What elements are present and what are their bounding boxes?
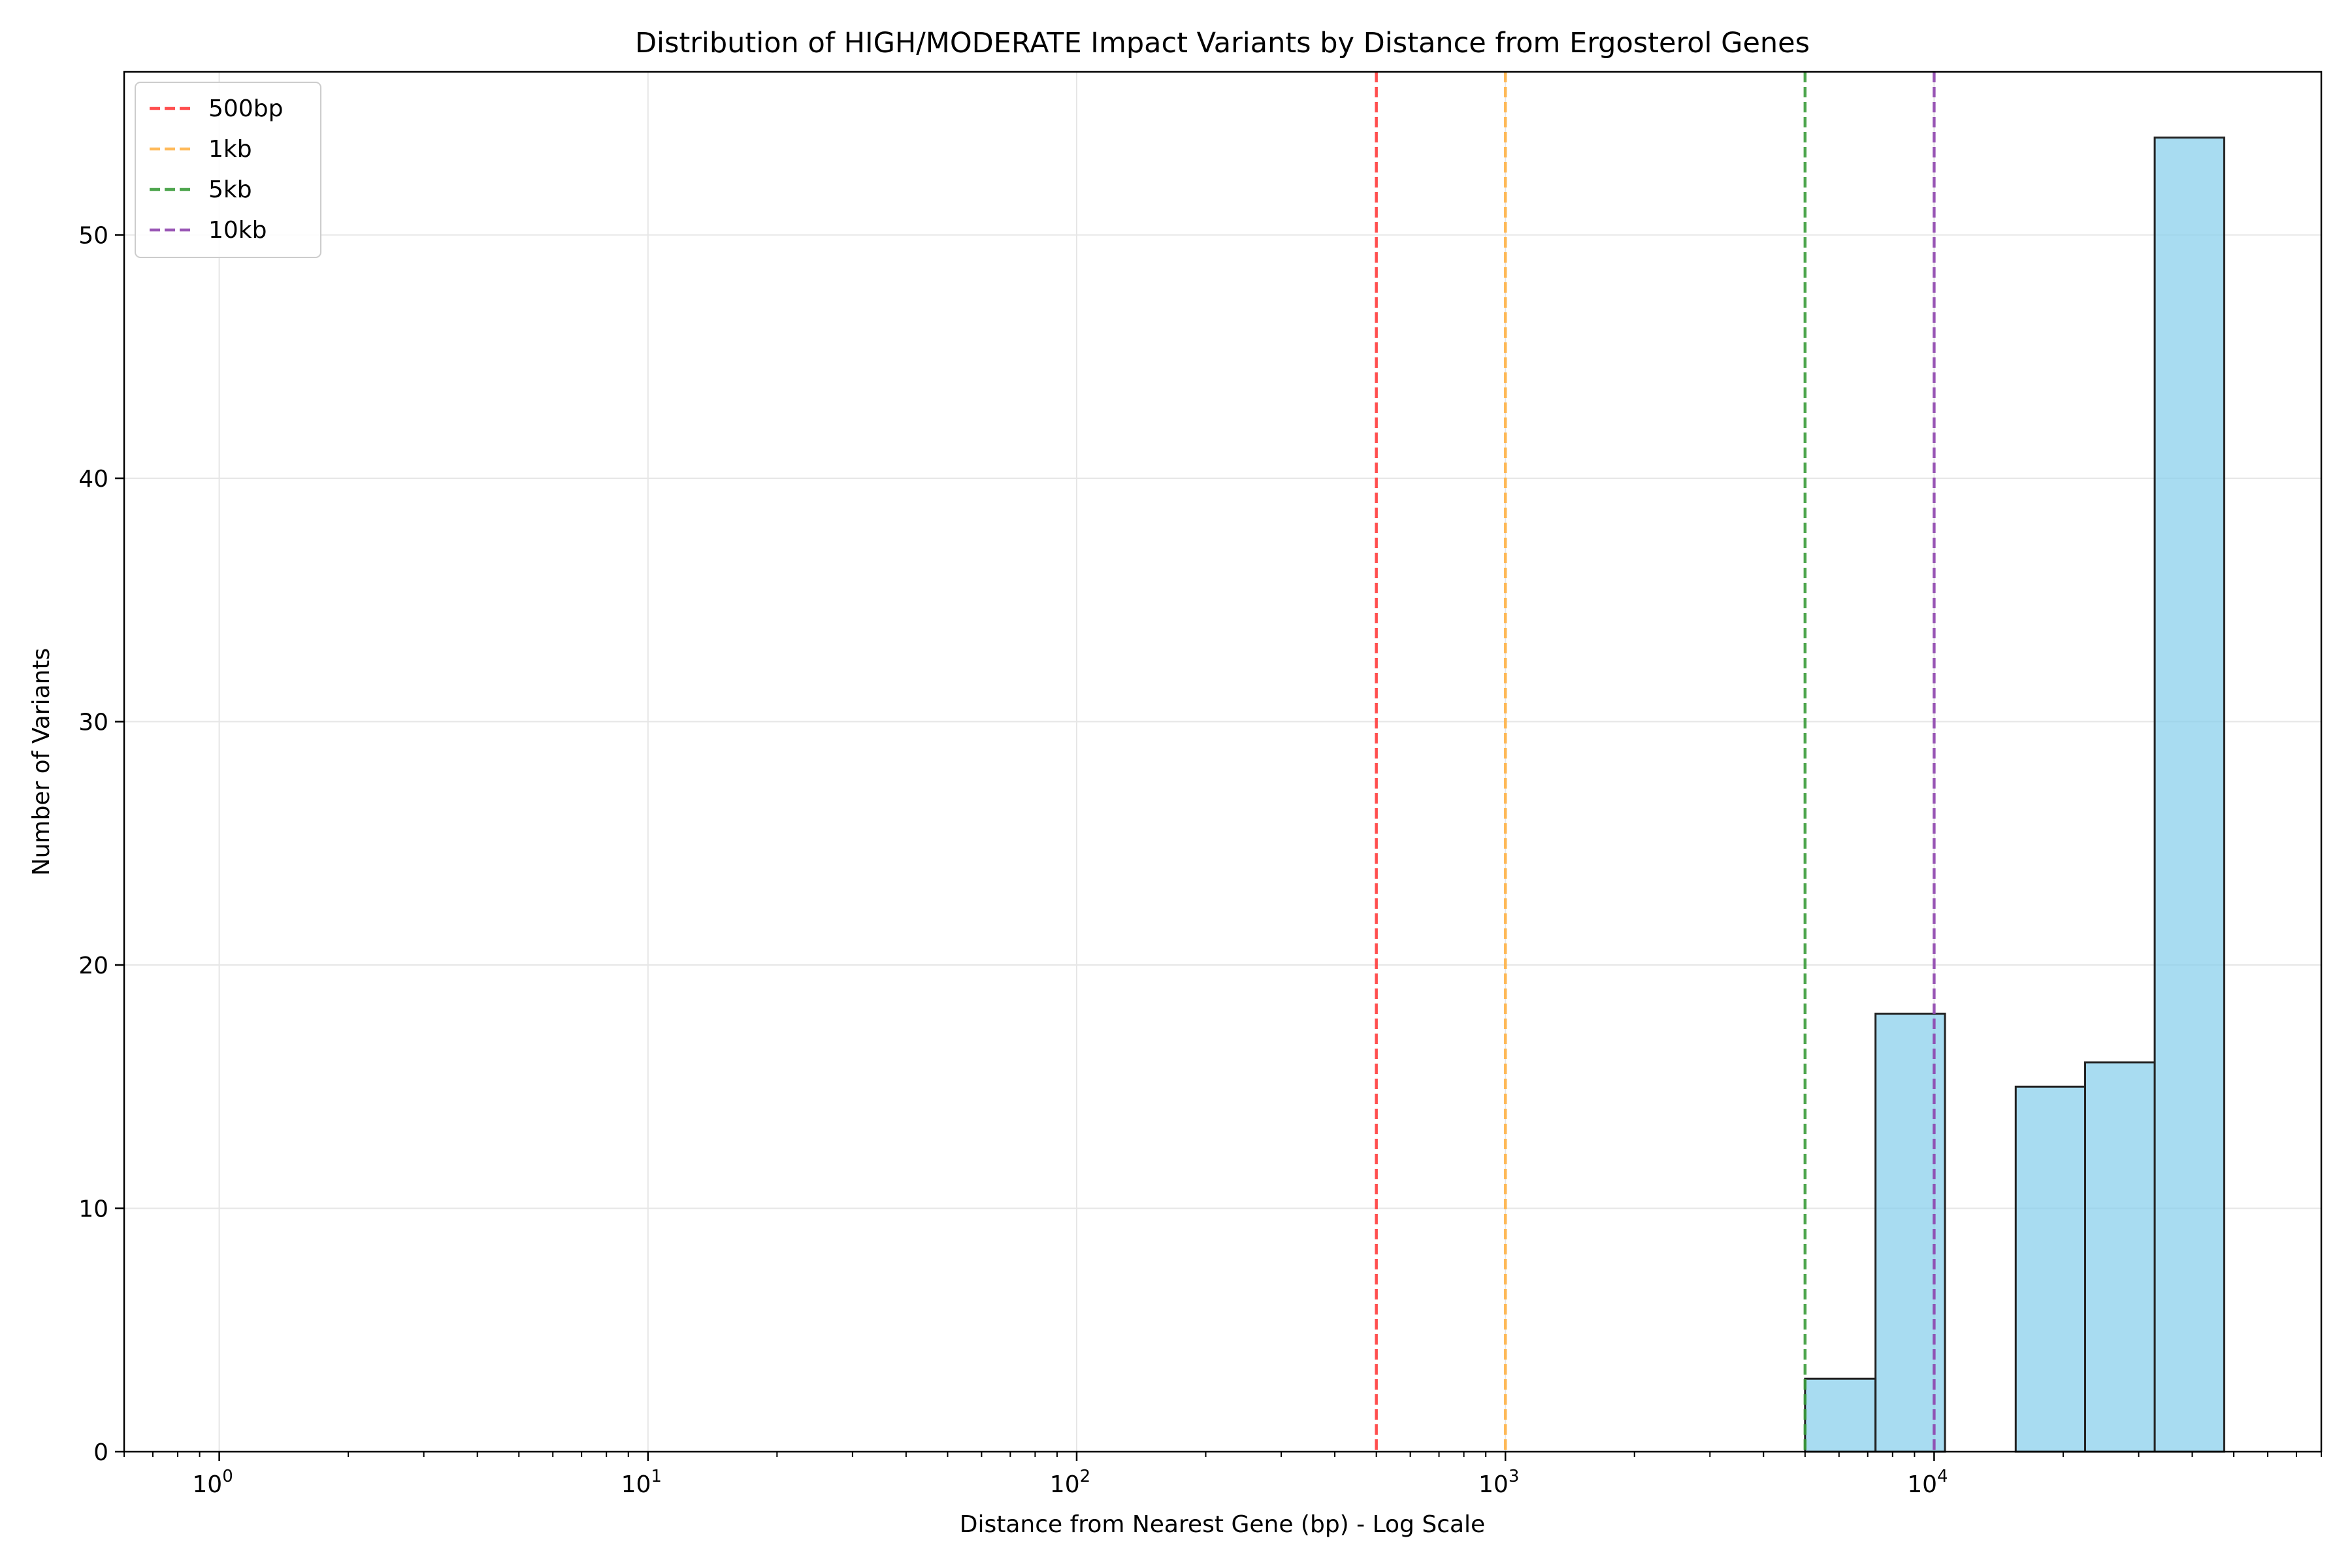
y-tick-label: 30 [78,710,108,736]
legend-label: 10kb [208,217,267,244]
x-tick-label: 102 [1050,1467,1090,1498]
y-tick-label: 20 [78,953,108,979]
x-tick-label: 101 [621,1467,662,1498]
plot-frame [123,71,2323,1453]
legend: 500bp 1kb 5kb 10kb [135,82,321,258]
axis-ticks: 100 101 102 103 104 0 10 20 30 40 50 [78,223,2322,1498]
x-tick-label: 100 [192,1467,233,1498]
histogram-bars [1804,137,2225,1453]
histogram-bar [1804,1377,1877,1453]
histogram-bar [2014,1085,2086,1453]
x-tick-label: 103 [1478,1467,1519,1498]
x-axis-label: Distance from Nearest Gene (bp) - Log Sc… [960,1511,1485,1538]
histogram-bar [2153,137,2225,1453]
chart-title: Distribution of HIGH/MODERATE Impact Var… [635,27,1810,59]
legend-box [135,82,321,258]
legend-label: 5kb [208,176,252,203]
threshold-lines [1375,72,1936,1452]
x-tick-label: 104 [1907,1467,1948,1498]
y-tick-label: 50 [78,223,108,250]
legend-label: 1kb [208,136,252,163]
y-axis-label: Number of Variants [28,648,55,876]
y-tick-label: 40 [78,466,108,493]
histogram-bar [2083,1061,2156,1453]
y-tick-label: 10 [78,1196,108,1223]
y-tick-label: 0 [93,1439,108,1466]
legend-label: 500bp [208,95,283,122]
grid-lines [124,72,2321,1452]
